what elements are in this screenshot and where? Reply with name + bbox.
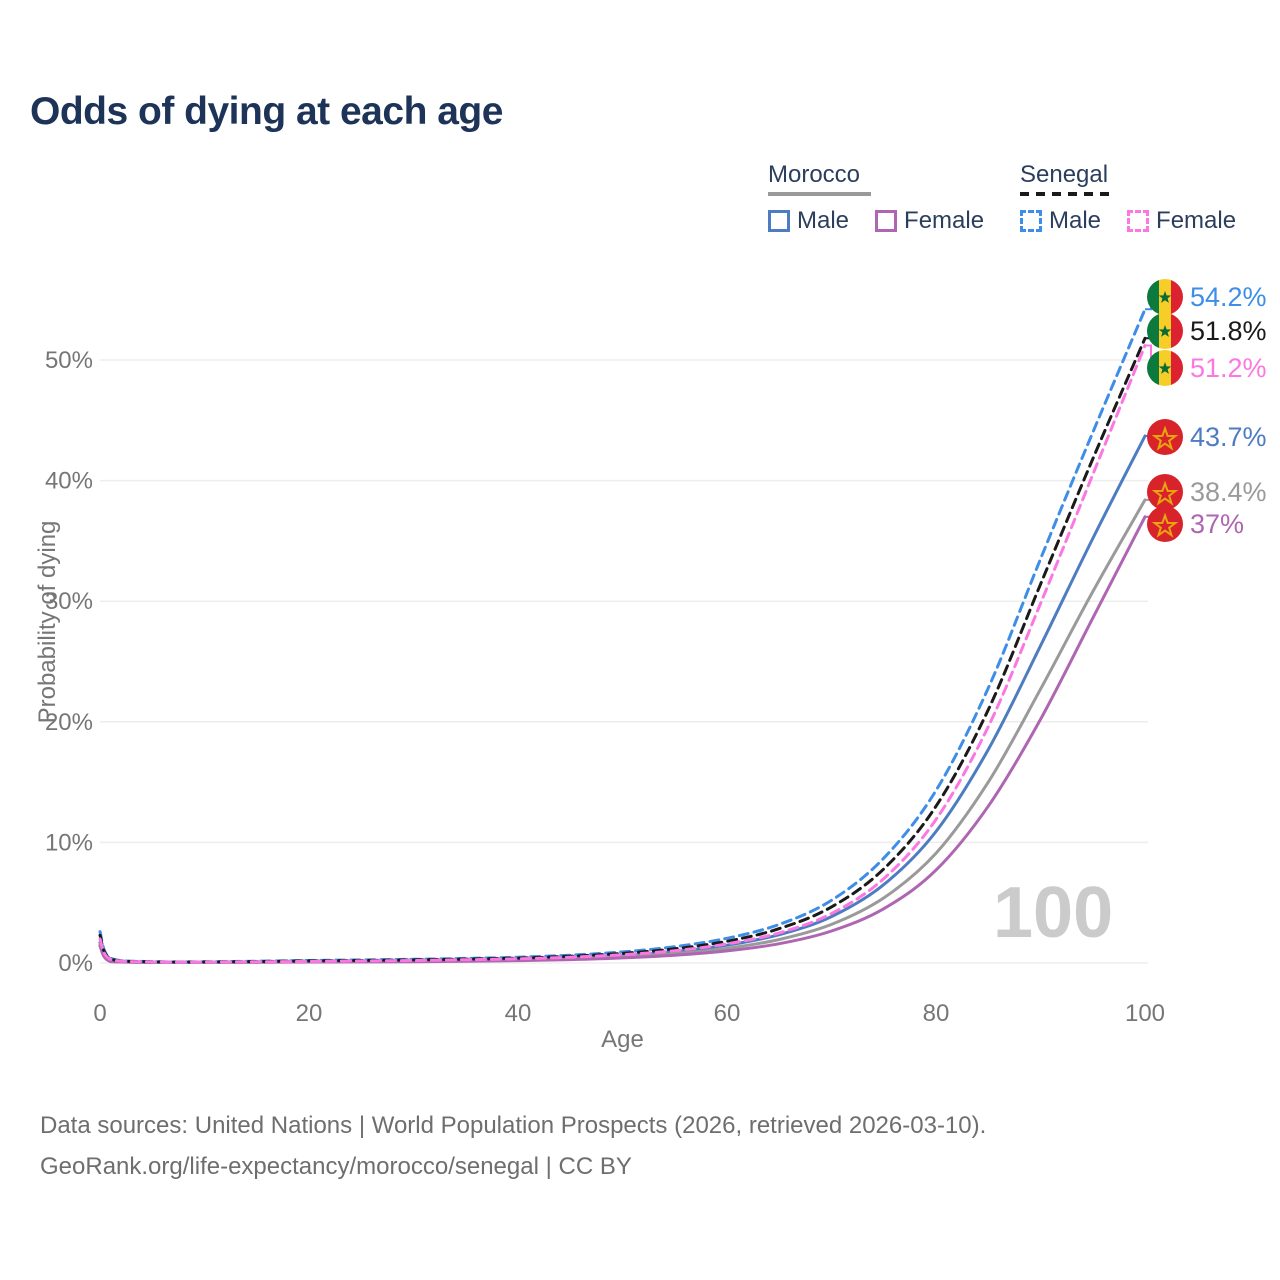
data-sources-line: Data sources: United Nations | World Pop… [40,1112,987,1139]
senegal-line-style-swatch [1020,192,1111,196]
end-label-morocco-all: 38.4% [1147,474,1267,510]
y-tick-label: 50% [45,347,93,374]
line-morocco-male [98,434,1147,964]
senegal-female-swatch[interactable] [1127,210,1150,232]
end-value: 43.7% [1190,421,1267,452]
line-senegal-all [98,336,1147,964]
end-label-morocco-female: 37% [1147,506,1244,542]
senegal-flag-icon [1147,313,1183,349]
line-morocco-all [98,498,1147,964]
line-senegal-male [98,307,1147,964]
y-tick-label: 0% [58,950,93,977]
legend-country-morocco: Morocco [768,161,861,188]
end-value: 54.2% [1190,281,1267,312]
age-watermark: 100 [993,873,1114,953]
legend-label: Male [1049,207,1102,234]
senegal-flag-icon [1147,279,1183,315]
y-tick-label: 20% [45,709,93,736]
legend-label: Female [1156,207,1237,234]
morocco-flag-icon [1147,419,1183,455]
end-label-senegal-female: 51.2% [1147,350,1267,386]
end-value: 37% [1190,508,1245,539]
x-tick-label: 20 [296,1000,323,1027]
morocco-flag-icon [1147,506,1183,542]
senegal-male-swatch[interactable] [1020,210,1042,232]
gridlines: 0% 10% 20% 30% 40% 50% [45,347,1148,977]
y-tick-label: 40% [45,468,93,495]
page-title: Odds of dying at each age [30,90,503,133]
end-value: 51.8% [1190,315,1267,346]
morocco-male-swatch[interactable] [768,210,790,232]
end-value: 51.2% [1190,352,1267,383]
x-tick-label: 0 [93,1000,106,1027]
attribution-line: GeoRank.org/life-expectancy/morocco/sene… [40,1153,632,1180]
line-senegal-female [98,344,1147,964]
footer: Data sources: United Nations | World Pop… [40,1105,986,1187]
x-tick-label: 60 [714,1000,741,1027]
line-morocco-female [98,515,1147,964]
legend-group-morocco: Morocco Male Female [768,161,1010,235]
x-tick-label: 40 [505,1000,532,1027]
x-tick-label: 80 [923,1000,950,1027]
legend-group-senegal: Senegal Male Female [1020,161,1262,235]
legend-item-senegal-female[interactable]: Female [1127,207,1236,235]
legend-item-morocco-male[interactable]: Male [768,207,849,235]
morocco-line-style-swatch [768,192,871,196]
morocco-female-swatch[interactable] [875,210,898,232]
end-value: 38.4% [1190,476,1267,507]
end-label-morocco-male: 43.7% [1147,419,1267,455]
end-label-senegal-all: 51.8% [1147,313,1267,349]
legend-country-senegal: Senegal [1020,161,1109,188]
legend-item-senegal-male[interactable]: Male [1020,207,1101,235]
legend-label: Male [797,207,850,234]
senegal-flag-icon [1147,350,1183,386]
legend-item-morocco-female[interactable]: Female [875,207,984,235]
legend-label: Female [904,207,985,234]
y-tick-label: 10% [45,829,93,856]
x-tick-label: 100 [1125,1000,1165,1027]
morocco-flag-icon [1147,474,1183,510]
end-label-senegal-male: 54.2% [1147,279,1267,315]
x-axis-title: Age [601,1026,644,1053]
y-tick-label: 30% [45,588,93,615]
